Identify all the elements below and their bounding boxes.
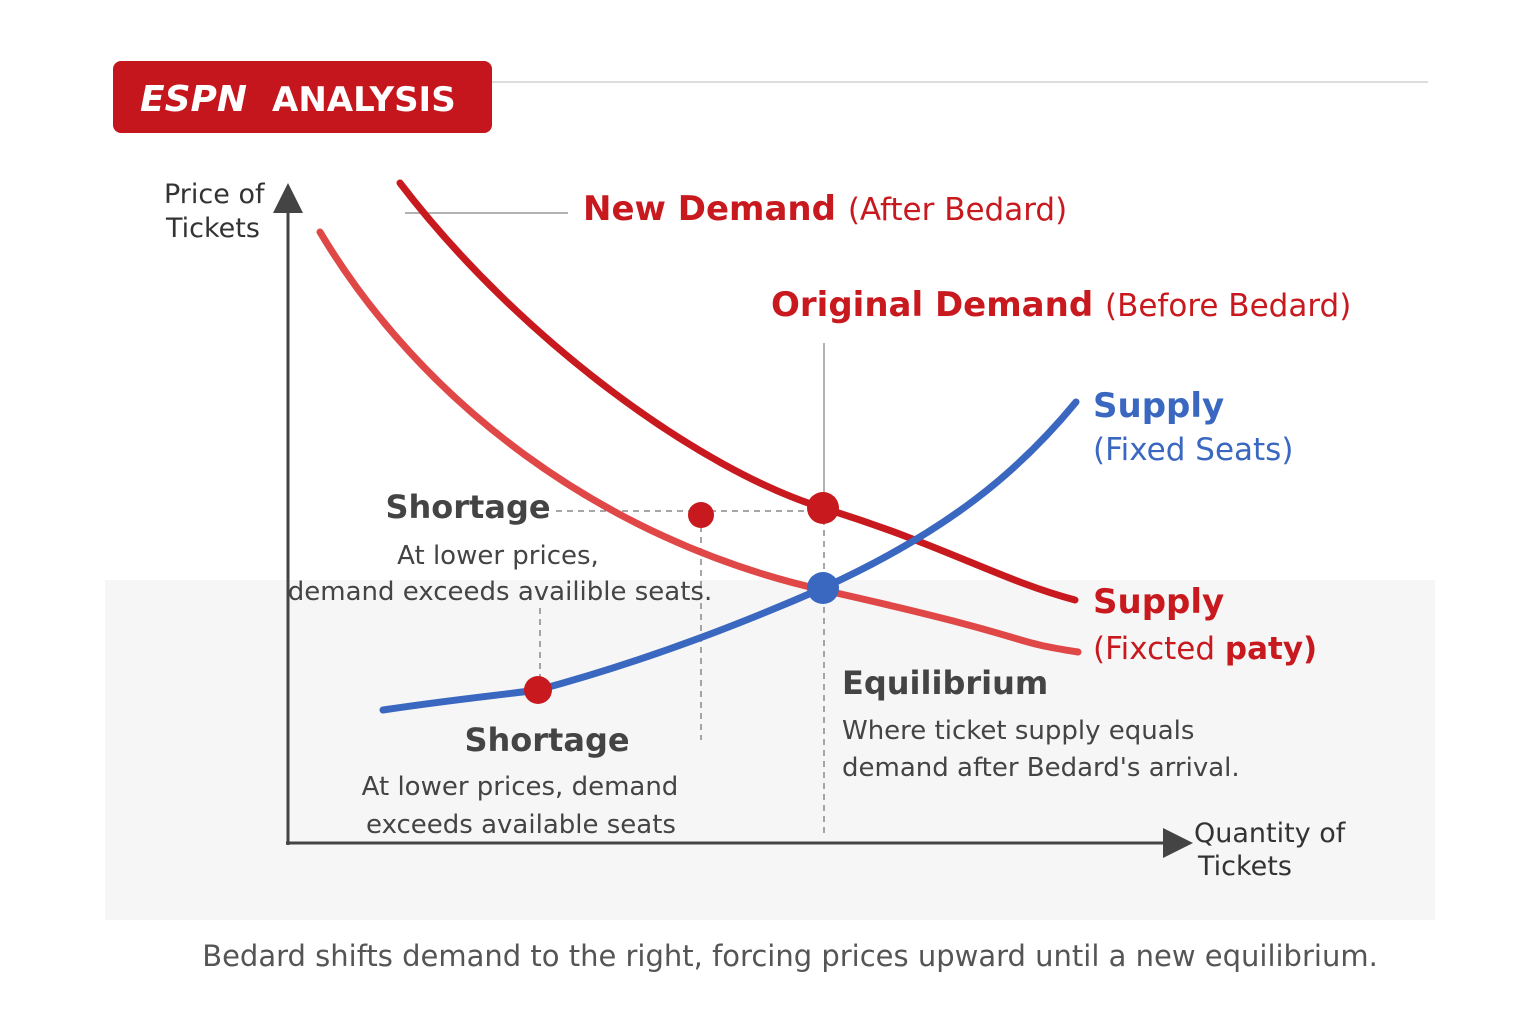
curve-label: Original Demand (Before Bedard) (771, 285, 1351, 325)
annotation-title: Shortage (464, 721, 629, 759)
curve-name: Supply (1093, 386, 1224, 426)
annotation-title: Equilibrium (842, 664, 1048, 702)
point (524, 676, 552, 704)
x-axis-label: Tickets (1197, 851, 1292, 882)
curve-note-part: paty) (1225, 631, 1317, 667)
original-demand-curve (316, 228, 1082, 656)
supply-curve (379, 398, 1080, 714)
curve-note: (After Bedard) (848, 192, 1067, 228)
y-axis-label: Price of (164, 179, 266, 210)
annotation-text: At lower prices, demand (362, 772, 679, 802)
curve-name: Supply (1093, 582, 1224, 622)
annotation-text: demand after Bedard's arrival. (842, 753, 1240, 783)
equilibrium-point (807, 572, 839, 604)
background (105, 60, 1435, 580)
curve-note: (Fixcted paty) (1093, 631, 1317, 667)
caption: Bedard shifts demand to the right, forci… (202, 939, 1378, 973)
curve-name: New Demand (583, 189, 836, 229)
curve-note: (Before Bedard) (1105, 288, 1351, 324)
annotation-title: Shortage (385, 488, 550, 526)
curve-name: Original Demand (771, 285, 1093, 325)
x-axis-label: Quantity of (1194, 818, 1347, 849)
point (807, 492, 839, 524)
annotation-text: Where ticket supply equals (842, 716, 1194, 746)
header-badge (113, 61, 492, 133)
annotation-text: exceeds available seats (366, 810, 676, 840)
header-title: ANALYSIS (272, 80, 456, 120)
logo: ESPN (140, 79, 247, 120)
point (688, 502, 714, 528)
y-axis-label: Tickets (165, 213, 260, 244)
annotation-text: At lower prices, (397, 541, 599, 571)
curve-note: (Fixed Seats) (1093, 432, 1293, 468)
new-demand-curve (396, 179, 1079, 604)
background-fade (105, 580, 1435, 920)
curve-note-part: (Fixcted (1093, 631, 1215, 667)
curve-label: New Demand (After Bedard) (583, 189, 1067, 229)
annotation-text: demand exceeds availible seats. (288, 577, 712, 607)
